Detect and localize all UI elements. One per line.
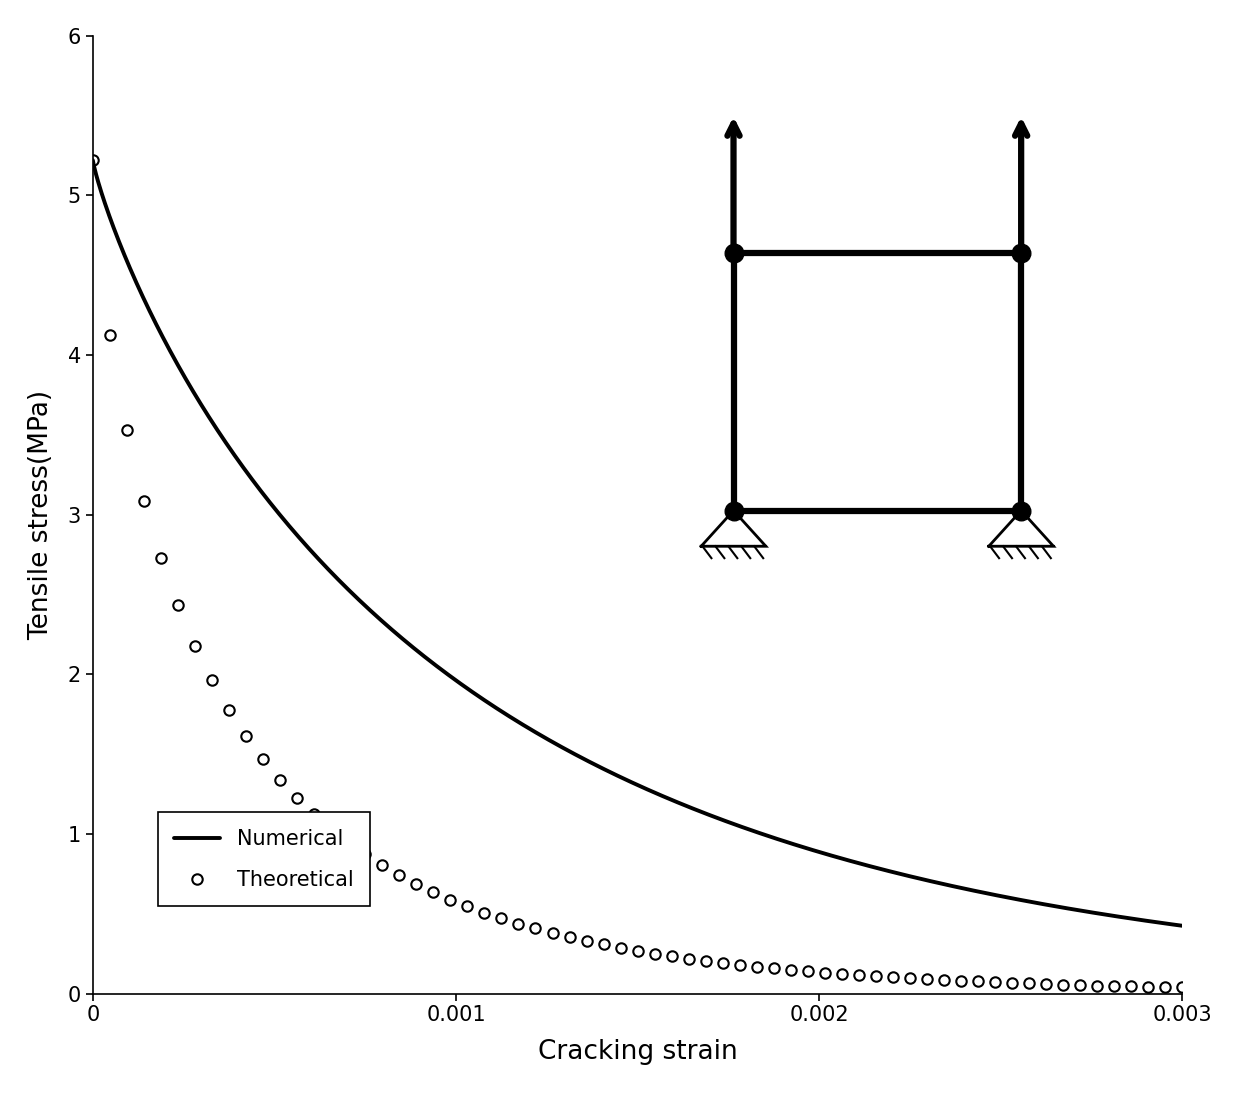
Theoretical	[86, 154, 100, 167]
Theoretical	[647, 947, 662, 960]
Numerical	[565, 747, 580, 760]
Line: Theoretical: Theoretical	[88, 155, 1188, 992]
X-axis label: Cracking strain: Cracking strain	[538, 1039, 738, 1066]
Numerical	[526, 725, 541, 738]
Numerical	[86, 154, 100, 167]
Numerical	[935, 878, 950, 891]
Line: Numerical: Numerical	[93, 161, 1183, 926]
Numerical	[197, 403, 212, 416]
Y-axis label: Tensile stress(MPa): Tensile stress(MPa)	[27, 389, 53, 639]
Numerical	[1176, 919, 1190, 932]
Numerical	[955, 882, 970, 895]
Theoretical	[1141, 980, 1156, 994]
Theoretical	[1022, 977, 1037, 990]
Theoretical	[546, 927, 560, 940]
Numerical	[833, 851, 848, 865]
Theoretical	[341, 836, 356, 849]
Theoretical	[409, 878, 424, 891]
Theoretical	[1176, 980, 1190, 994]
Legend: Numerical, Theoretical: Numerical, Theoretical	[157, 812, 371, 906]
